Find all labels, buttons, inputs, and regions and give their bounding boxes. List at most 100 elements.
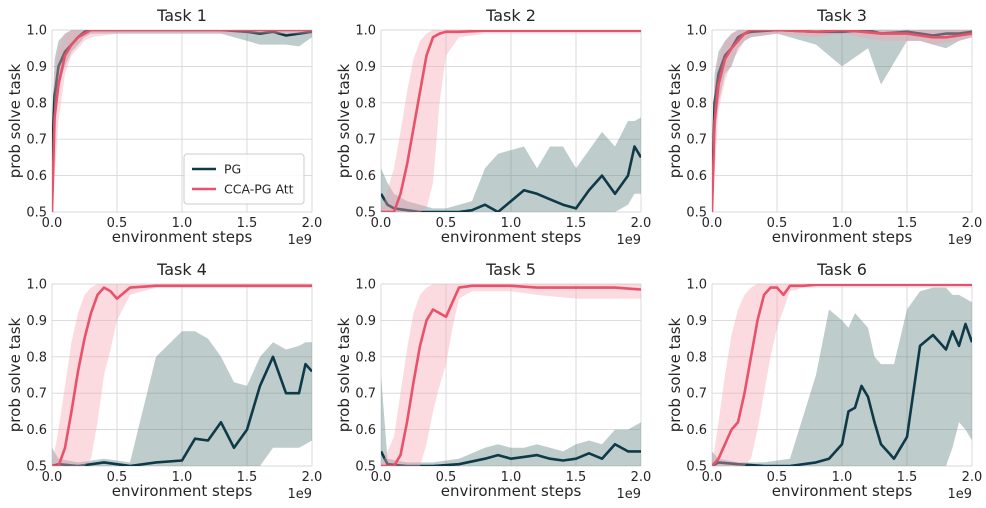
- y-tick-label: 0.7: [686, 133, 707, 148]
- x-tick-label: 1.0: [832, 470, 853, 485]
- x-tick-label: 1.5: [237, 470, 258, 485]
- x-tick-label: 1.5: [566, 216, 587, 231]
- legend-label: CCA-PG Att: [224, 182, 294, 197]
- y-tick-label: 0.5: [355, 460, 376, 475]
- x-tick-label: 1.5: [566, 470, 587, 485]
- y-tick-label: 1.0: [26, 24, 47, 39]
- x-axis-offset: 1e9: [287, 233, 312, 248]
- series-line-cca-pg-att: [712, 30, 972, 212]
- x-tick-label: 2.0: [962, 470, 983, 485]
- plot-series: [381, 284, 641, 466]
- y-tick-label: 0.6: [355, 423, 376, 438]
- x-axis-label: environment steps: [441, 228, 582, 246]
- x-axis-offset: 1e9: [616, 233, 641, 248]
- x-axis-label: environment steps: [772, 482, 913, 500]
- x-tick-label: 0.5: [767, 470, 788, 485]
- x-tick-label: 2.0: [302, 470, 323, 485]
- series-line-cca-pg-att: [381, 284, 641, 466]
- x-tick-label: 1.5: [897, 470, 918, 485]
- y-tick-label: 1.0: [355, 278, 376, 293]
- y-tick-label: 1.0: [686, 24, 707, 39]
- x-axis-label: environment steps: [112, 482, 253, 500]
- y-tick-label: 0.6: [26, 169, 47, 184]
- series-line-cca-pg-att: [52, 30, 312, 212]
- panel-title: Task 5: [485, 260, 536, 279]
- x-tick-label: 1.5: [237, 216, 258, 231]
- series-line-pg: [381, 145, 641, 212]
- x-tick-label: 0.0: [371, 216, 392, 231]
- y-tick-label: 0.5: [26, 206, 47, 221]
- x-tick-label: 2.0: [631, 216, 652, 231]
- confidence-band-pg: [381, 375, 641, 466]
- y-tick-label: 0.6: [686, 423, 707, 438]
- x-axis-label: environment steps: [441, 482, 582, 500]
- panel-title: Task 2: [485, 6, 536, 25]
- y-tick-label: 0.9: [355, 314, 376, 329]
- x-axis-offset: 1e9: [616, 487, 641, 502]
- x-tick-label: 0.0: [42, 470, 63, 485]
- panel-title: Task 4: [156, 260, 207, 279]
- y-tick-label: 0.5: [686, 460, 707, 475]
- confidence-band-pg: [381, 117, 641, 212]
- series-line-cca-pg-att: [712, 284, 972, 466]
- confidence-band-cca-pg-att: [712, 284, 972, 466]
- legend-label: PG: [224, 162, 241, 177]
- y-tick-label: 1.0: [26, 278, 47, 293]
- x-tick-label: 1.0: [501, 216, 522, 231]
- y-axis-label: prob solve task: [335, 317, 353, 432]
- y-tick-label: 0.5: [686, 206, 707, 221]
- x-tick-label: 0.5: [767, 216, 788, 231]
- confidence-band-pg: [712, 30, 972, 212]
- x-axis-label: environment steps: [772, 228, 913, 246]
- x-tick-label: 2.0: [302, 216, 323, 231]
- y-tick-label: 0.9: [686, 314, 707, 329]
- series-line-pg: [712, 322, 972, 466]
- plot-series: [381, 30, 641, 212]
- x-tick-label: 0.5: [107, 216, 128, 231]
- x-tick-label: 0.0: [702, 470, 723, 485]
- confidence-band-cca-pg-att: [381, 284, 641, 466]
- x-tick-label: 0.5: [436, 216, 457, 231]
- series-line-pg: [52, 30, 312, 162]
- x-axis-offset: 1e9: [947, 487, 972, 502]
- confidence-band-pg: [712, 287, 972, 466]
- panel-title: Task 6: [816, 260, 867, 279]
- x-tick-label: 2.0: [962, 216, 983, 231]
- x-tick-label: 1.0: [172, 470, 193, 485]
- y-tick-label: 0.8: [686, 350, 707, 365]
- legend-box: [183, 153, 305, 205]
- plot-series: [712, 284, 972, 466]
- x-tick-label: 0.5: [107, 470, 128, 485]
- plot-series: [52, 284, 312, 466]
- y-tick-label: 0.5: [26, 460, 47, 475]
- confidence-band-cca-pg-att: [712, 30, 972, 212]
- y-tick-label: 0.6: [686, 169, 707, 184]
- y-tick-label: 1.0: [686, 278, 707, 293]
- x-tick-label: 1.0: [501, 470, 522, 485]
- plot-series: [712, 30, 972, 212]
- x-tick-label: 1.0: [832, 216, 853, 231]
- panel-title: Task 3: [816, 6, 867, 25]
- y-tick-label: 0.7: [26, 133, 47, 148]
- y-tick-label: 0.8: [355, 96, 376, 111]
- y-tick-label: 0.7: [26, 387, 47, 402]
- y-tick-label: 0.5: [355, 206, 376, 221]
- y-axis-label: prob solve task: [6, 317, 24, 432]
- y-tick-label: 0.9: [355, 60, 376, 75]
- y-axis-label: prob solve task: [666, 317, 684, 432]
- x-tick-label: 0.0: [42, 216, 63, 231]
- y-tick-label: 0.8: [686, 96, 707, 111]
- x-tick-label: 0.0: [371, 470, 392, 485]
- y-tick-label: 0.8: [355, 350, 376, 365]
- y-tick-label: 0.7: [686, 387, 707, 402]
- series-line-pg: [52, 355, 312, 466]
- panel-title: Task 1: [156, 6, 207, 25]
- series-line-cca-pg-att: [381, 30, 641, 212]
- series-line-cca-pg-att: [52, 284, 312, 466]
